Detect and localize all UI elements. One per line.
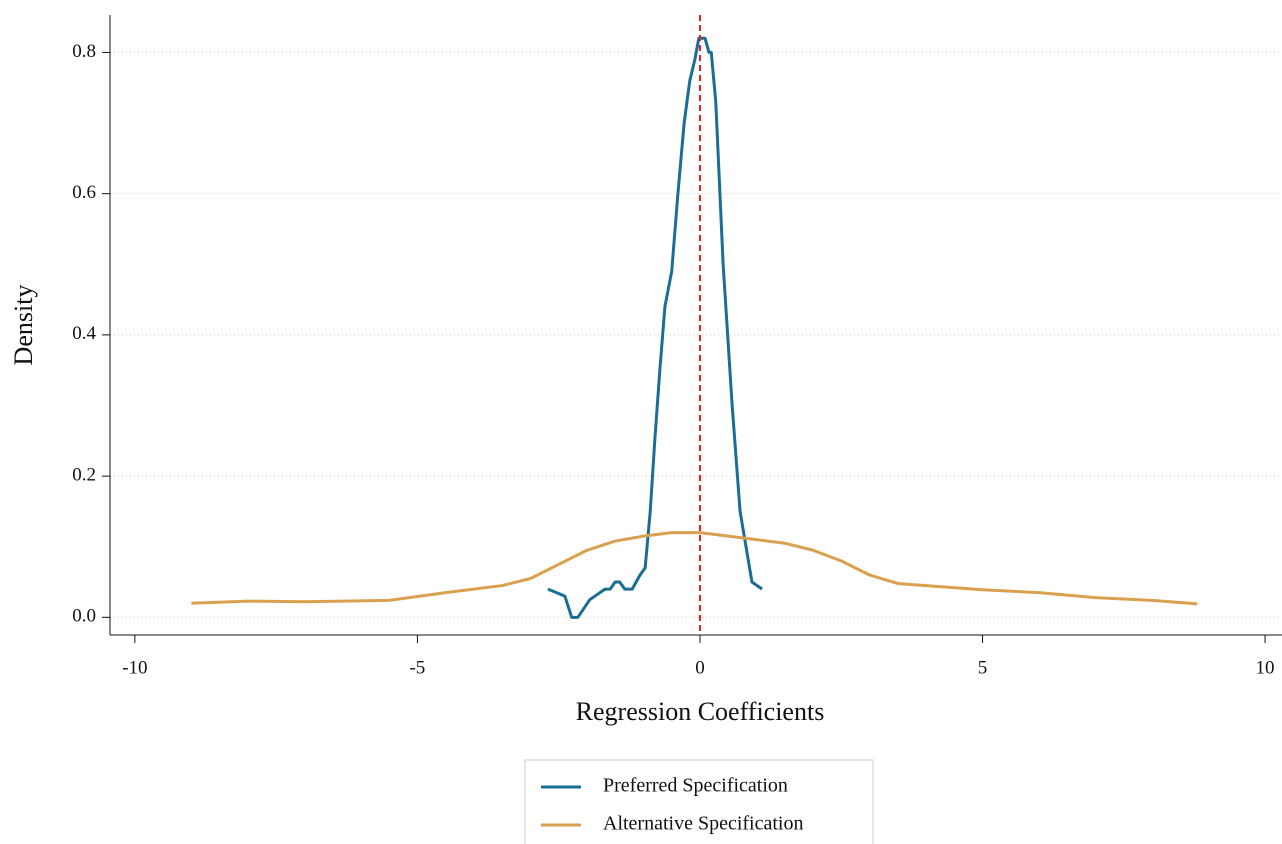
y-tick-label: 0.8 [72,41,96,62]
y-tick-label: 0.6 [72,182,96,203]
y-tick-label: 0.0 [72,606,96,627]
x-axis-title: Regression Coefficients [576,697,825,726]
x-tick-label: 5 [978,657,988,678]
y-axis-title: Density [9,285,38,366]
y-tick-label: 0.4 [72,323,96,344]
legend-box [524,759,874,844]
legend-label: Preferred Specification [603,775,788,797]
x-tick-label: 0 [695,657,705,678]
legend-label: Alternative Specification [603,813,803,835]
y-tick-label: 0.2 [72,464,96,485]
series-line [547,36,763,619]
series-line [191,531,1198,606]
x-tick-label: -10 [122,657,147,678]
x-tick-label: -5 [409,657,425,678]
x-tick-label: 10 [1256,657,1275,678]
